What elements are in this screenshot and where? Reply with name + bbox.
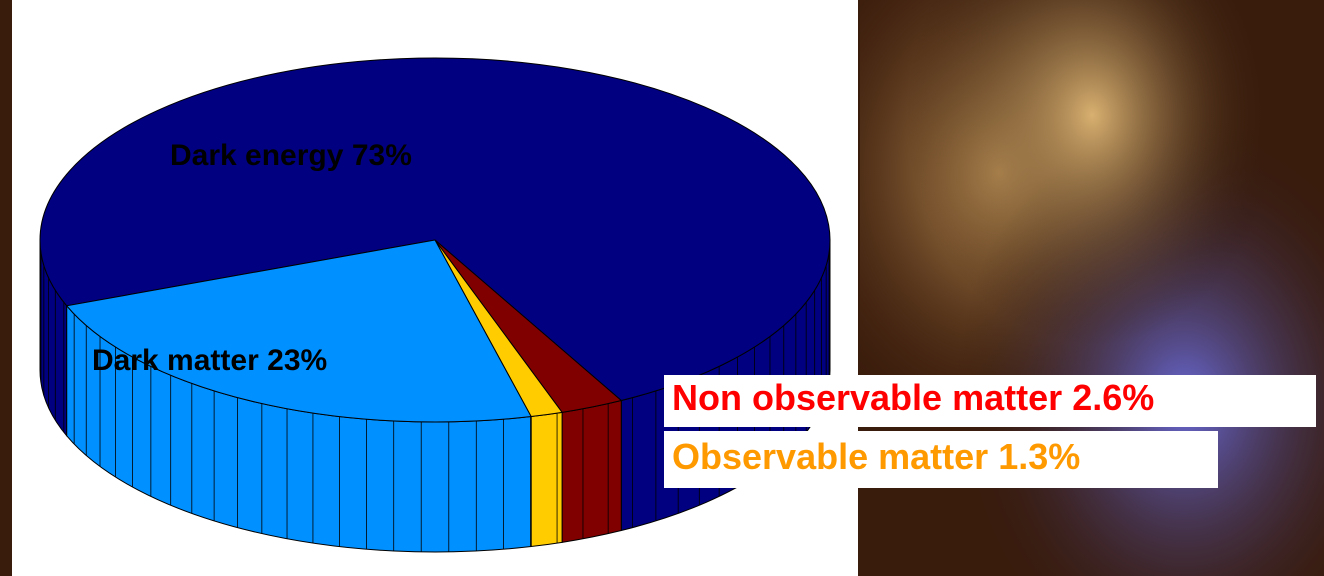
slice-value: 1.3% <box>998 436 1080 477</box>
slice-label: Observable matter 1.3% <box>672 436 1080 477</box>
slice-side <box>561 399 622 543</box>
slice-name: Observable matter <box>672 436 988 477</box>
background-glow <box>860 0 1324 576</box>
slice-name: Non observable matter <box>672 377 1062 418</box>
label-box <box>664 375 1316 427</box>
slice-label: Non observable matter 2.6% <box>672 377 1154 418</box>
slice-label: Dark energy 73% <box>170 139 412 172</box>
slice-value: 73% <box>352 139 412 172</box>
slice-name: Dark energy <box>170 139 344 172</box>
slice-value: 2.6% <box>1072 377 1154 418</box>
slice <box>39 57 831 402</box>
slice-value: 23% <box>267 344 327 377</box>
slice-name: Dark matter <box>92 344 259 377</box>
slice-label: Dark matter 23% <box>92 344 327 377</box>
label-box <box>664 431 1218 488</box>
slice <box>65 239 532 423</box>
